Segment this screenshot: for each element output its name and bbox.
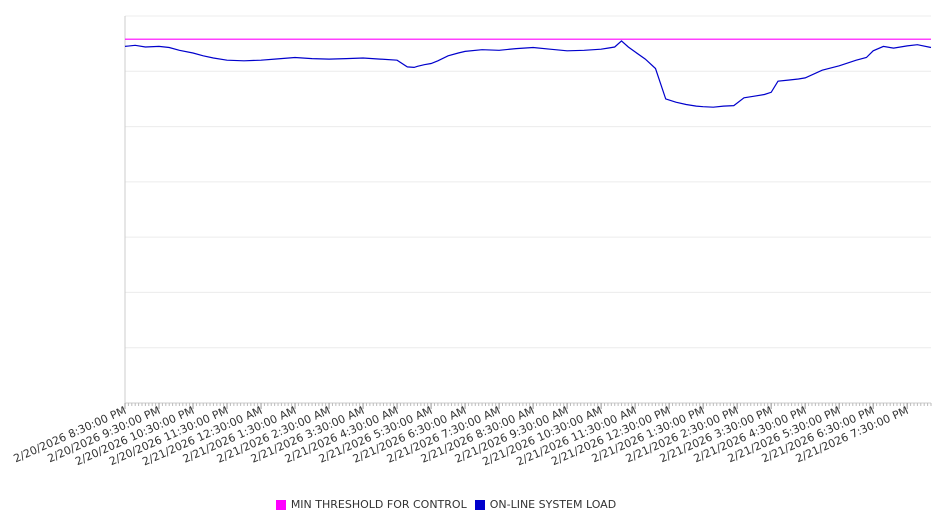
series-lines bbox=[124, 38, 932, 108]
axes bbox=[124, 16, 931, 404]
legend-item-threshold[interactable]: MIN THRESHOLD FOR CONTROL bbox=[275, 498, 467, 511]
x-tick-labels: 2/20/2026 8:30:00 PM2/20/2026 9:30:00 PM… bbox=[12, 403, 910, 469]
legend: MIN THRESHOLD FOR CONTROL ON-LINE SYSTEM… bbox=[0, 498, 892, 511]
series-line-system-load bbox=[124, 40, 932, 108]
legend-swatch-threshold bbox=[275, 499, 286, 510]
legend-label-threshold: MIN THRESHOLD FOR CONTROL bbox=[290, 498, 467, 511]
legend-item-system-load[interactable]: ON-LINE SYSTEM LOAD bbox=[474, 498, 617, 511]
legend-swatch-system-load bbox=[474, 499, 485, 510]
legend-label-system-load: ON-LINE SYSTEM LOAD bbox=[489, 498, 617, 511]
grid-lines bbox=[125, 15, 931, 349]
